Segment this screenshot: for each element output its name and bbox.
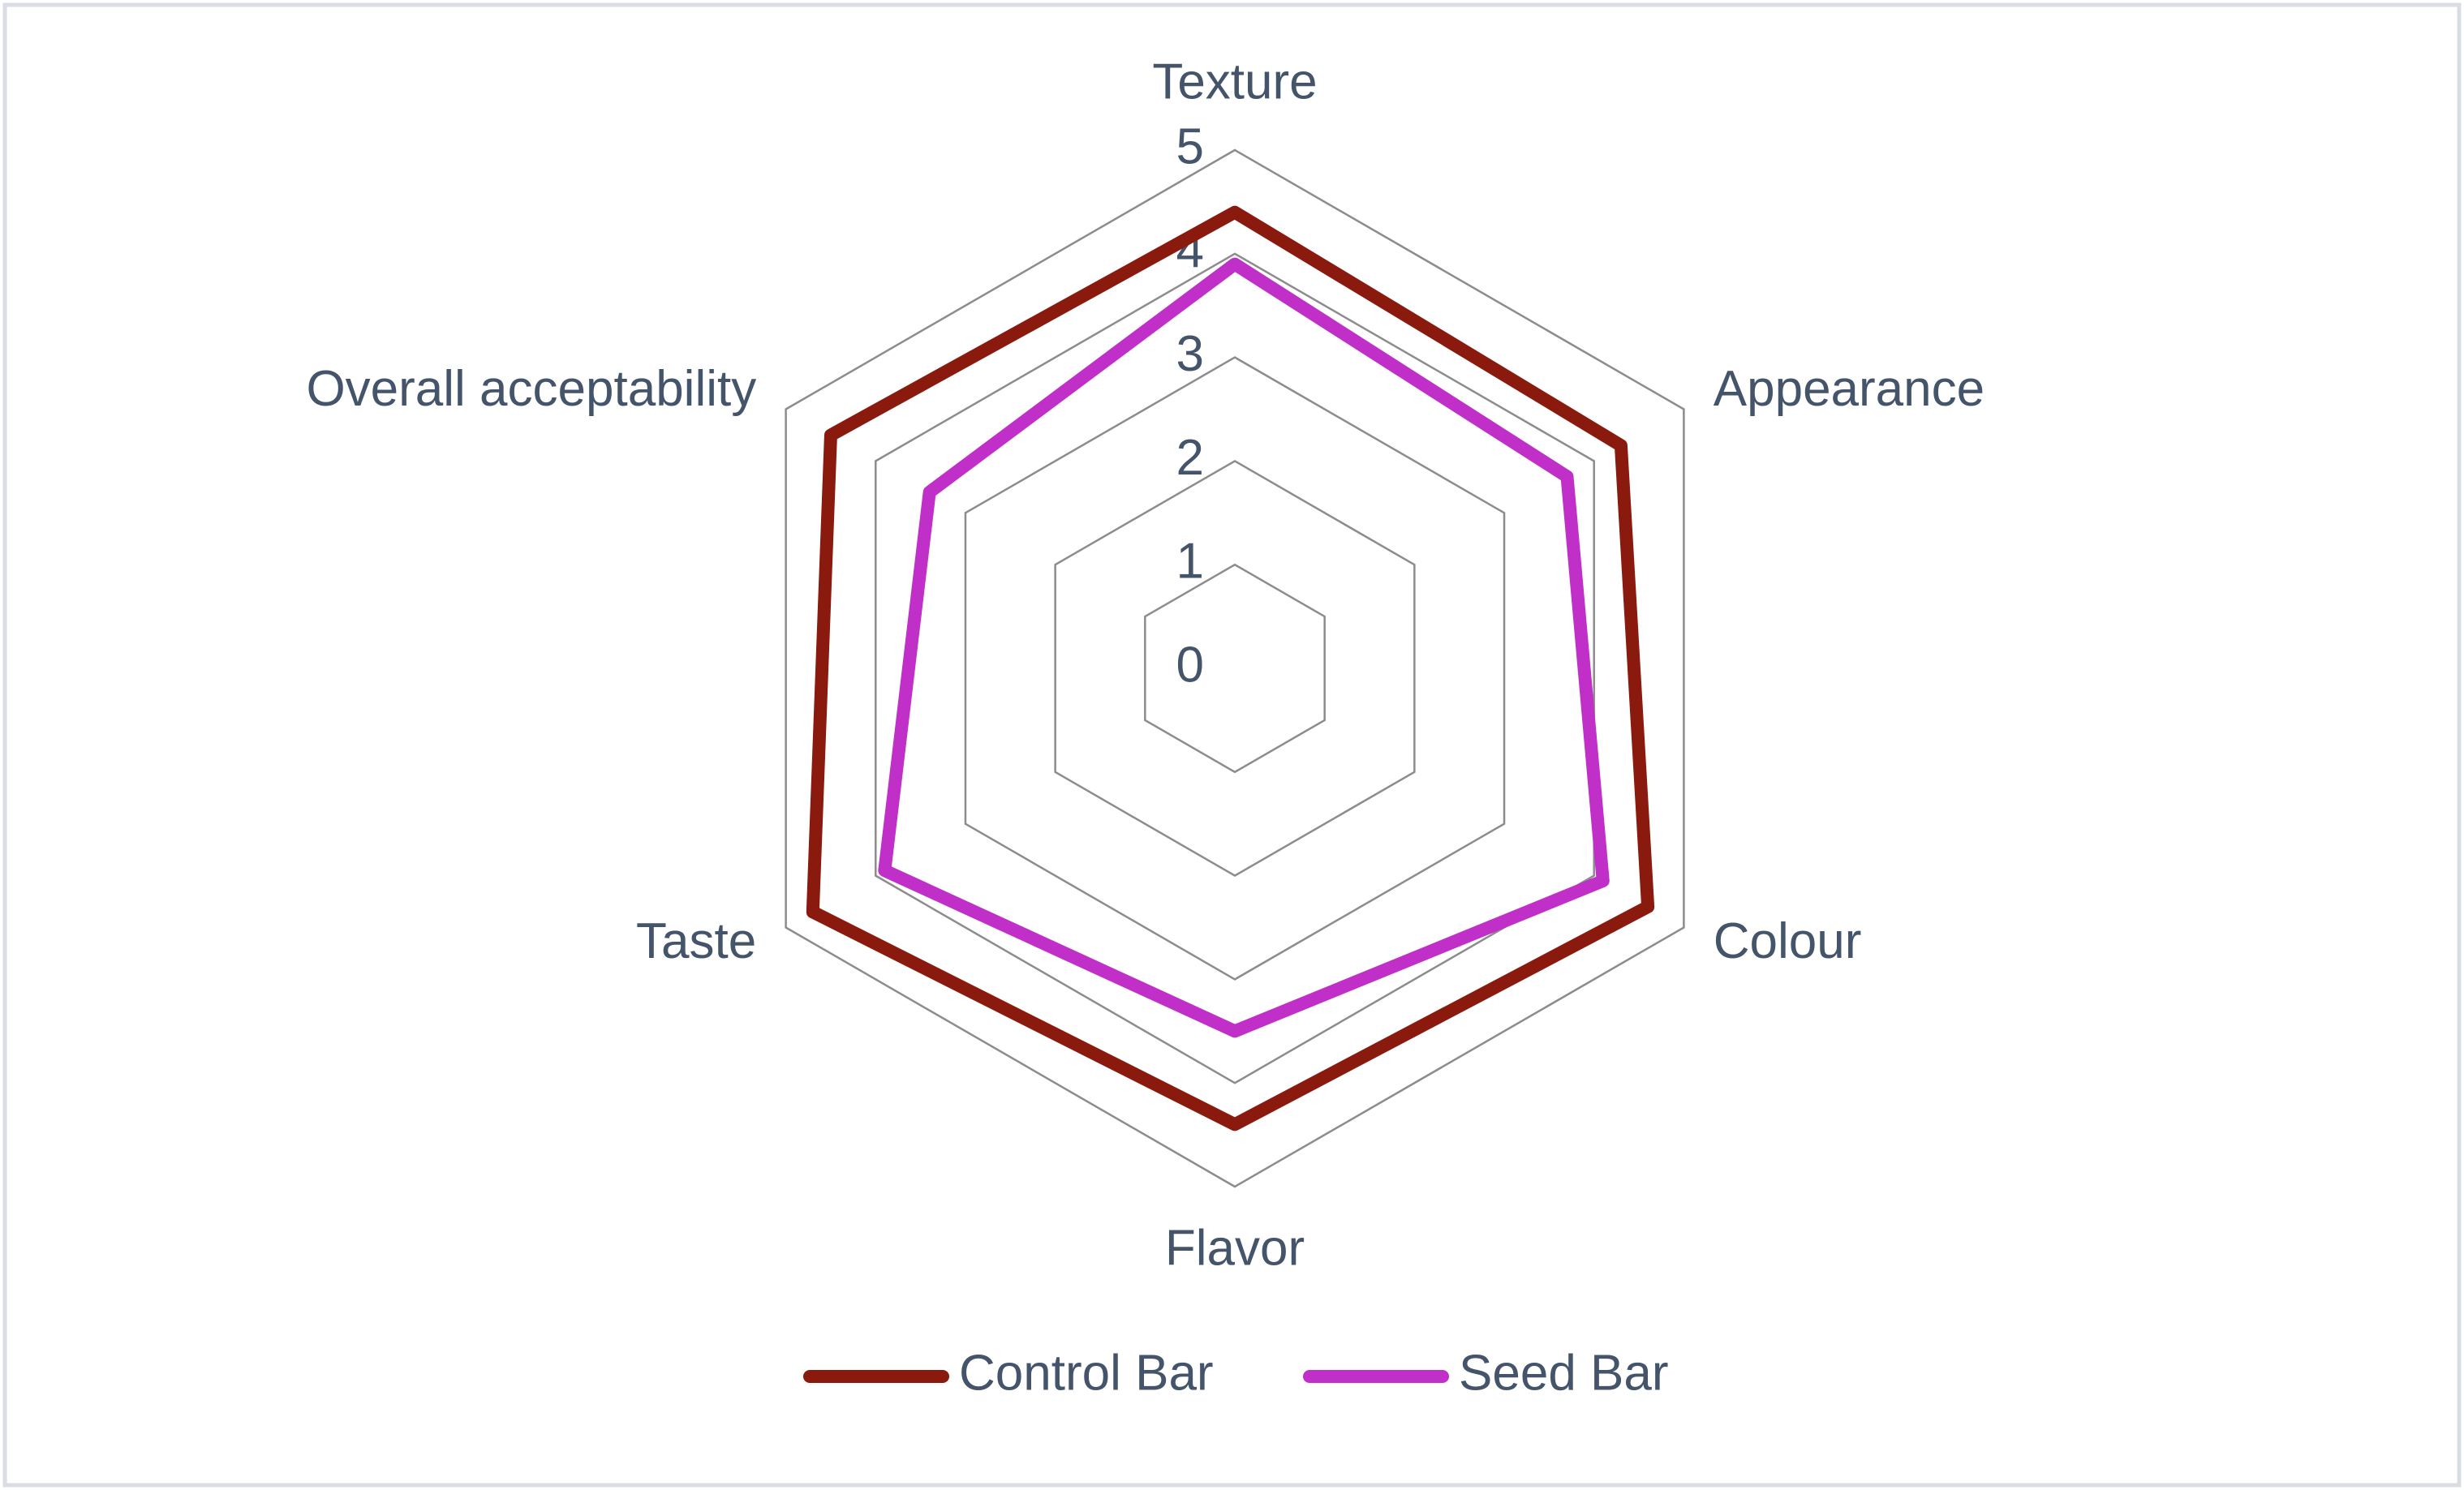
grid-line	[875, 252, 1595, 1084]
grid-line	[785, 148, 1685, 1188]
legend-label: Seed Bar	[1459, 1345, 1669, 1401]
grid-line	[1144, 563, 1326, 774]
r-tick-label: 0	[1176, 637, 1204, 693]
grid-line	[1054, 459, 1416, 878]
axis-label: Colour	[1714, 913, 1862, 969]
r-tick-label: 3	[1176, 326, 1204, 382]
grid-line	[964, 356, 1506, 981]
r-tick-label: 2	[1176, 430, 1204, 486]
legend-label: Control Bar	[959, 1345, 1214, 1401]
series-line	[806, 205, 1655, 1131]
axis-label: Taste	[636, 913, 756, 969]
r-tick-label: 1	[1176, 534, 1204, 590]
axis-label: Appearance	[1714, 361, 1985, 417]
axis-label: Overall acceptability	[306, 361, 756, 417]
axis-label: Flavor	[1165, 1220, 1305, 1276]
axis-label: Texture	[1152, 54, 1317, 109]
r-tick-label: 5	[1176, 118, 1204, 174]
series-line	[878, 257, 1610, 1038]
